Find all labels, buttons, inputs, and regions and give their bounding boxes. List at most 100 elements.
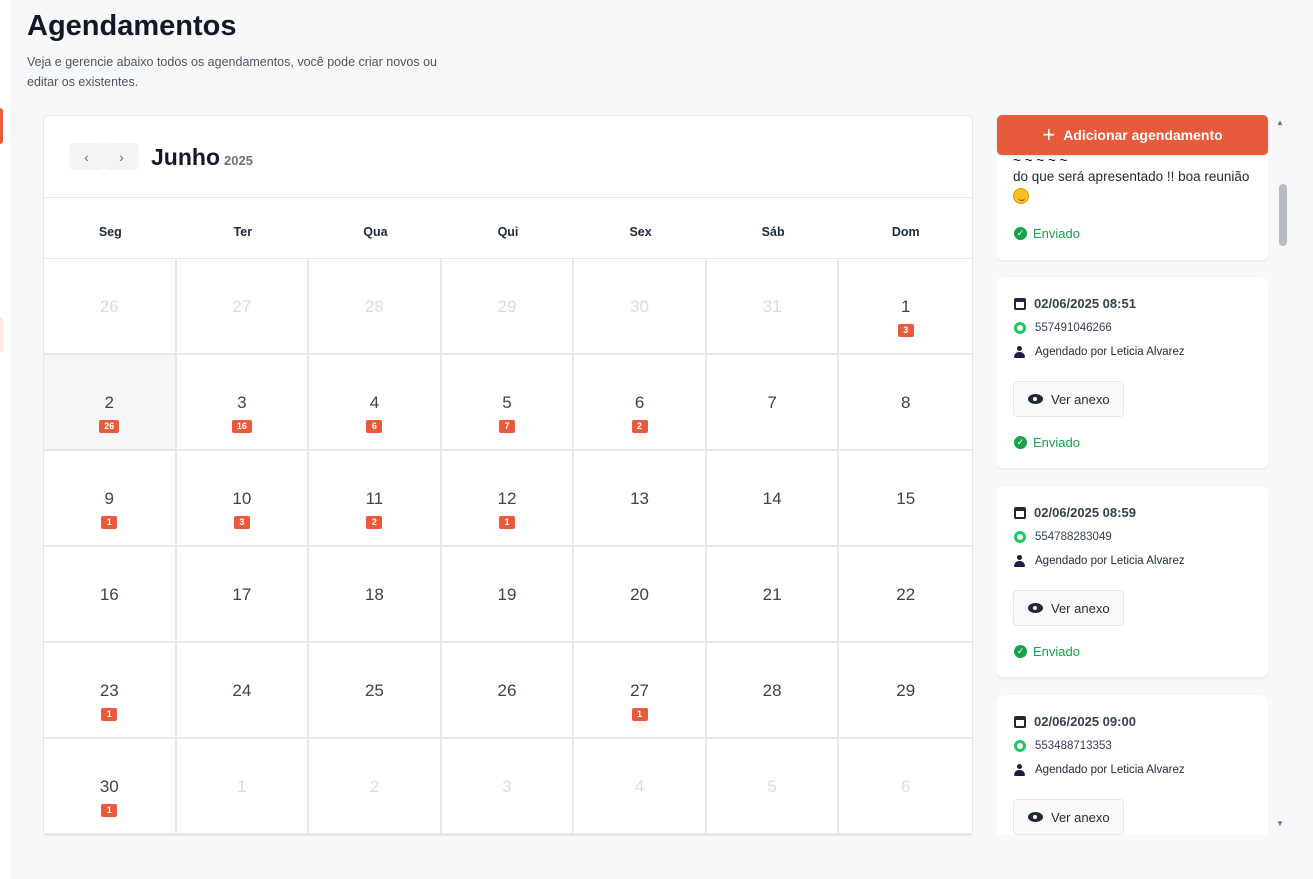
calendar-day-cell[interactable]: 25 xyxy=(309,643,442,739)
scroll-up-arrow-icon[interactable]: ▲ xyxy=(1276,118,1284,127)
appointment-count-badge: 3 xyxy=(233,516,250,529)
calendar-month-title: Junho 2025 xyxy=(151,144,253,171)
calendar-day-cell[interactable]: 29 xyxy=(441,259,575,355)
calendar-day-cell[interactable]: 5 xyxy=(706,739,840,835)
scroll-down-arrow-icon[interactable]: ▼ xyxy=(1276,819,1284,828)
calendar-day-cell[interactable]: 17 xyxy=(176,547,310,643)
next-month-button[interactable]: › xyxy=(104,143,139,170)
page-header: Agendamentos Veja e gerencie abaixo todo… xyxy=(27,8,467,92)
calendar-day-cell[interactable]: 12 1 xyxy=(441,451,575,547)
calendar-day-cell[interactable]: 26 xyxy=(441,643,575,739)
day-number: 10 xyxy=(232,489,252,508)
appointment-count-badge: 6 xyxy=(366,420,383,433)
calendar-day-cell[interactable]: 23 1 xyxy=(44,643,177,739)
view-attachment-button[interactable]: Ver anexo xyxy=(1013,381,1124,417)
calendar-day-cell[interactable]: 8 xyxy=(839,355,972,451)
calendar-day-cell[interactable]: 27 xyxy=(176,259,310,355)
day-number: 16 xyxy=(99,585,119,604)
scrollbar-thumb[interactable] xyxy=(1279,184,1287,246)
calendar-day-cell[interactable]: 27 1 xyxy=(574,643,707,739)
appointment-count-badge: 2 xyxy=(631,420,648,433)
calendar-day-cell[interactable]: 10 3 xyxy=(176,451,310,547)
day-number: 11 xyxy=(365,489,384,508)
view-attachment-button[interactable]: Ver anexo xyxy=(1013,590,1124,626)
calendar-day-cell[interactable]: 7 xyxy=(706,355,840,451)
calendar-day-cell[interactable]: 11 2 xyxy=(309,451,442,547)
calendar-day-cell[interactable]: 6 xyxy=(839,739,972,835)
calendar-day-cell[interactable]: 2 26 xyxy=(44,355,177,451)
calendar-icon xyxy=(1014,506,1026,519)
appointment-author: Agendado por Leticia Alvarez xyxy=(1014,764,1185,776)
day-number: 15 xyxy=(896,489,916,508)
calendar-day-cell[interactable]: 1 xyxy=(176,739,310,835)
add-appointment-button[interactable]: + Adicionar agendamento xyxy=(997,115,1268,155)
appointment-phone: 553488713353 xyxy=(1014,740,1112,752)
calendar-icon xyxy=(1014,715,1026,728)
calendar-day-cell[interactable]: 3 xyxy=(441,739,575,835)
calendar-day-cell[interactable]: 28 xyxy=(706,643,840,739)
scrollbar[interactable]: ▲ ▼ xyxy=(1276,115,1287,835)
calendar-day-cell[interactable]: 29 xyxy=(839,643,972,739)
appointment-message: ~ ~ ~ ~ ~ do que será apresentado !! boa… xyxy=(1013,155,1253,207)
day-number: 23 xyxy=(99,681,119,700)
calendar-day-cell[interactable]: 3 16 xyxy=(176,355,310,451)
calendar-day-cell[interactable]: 21 xyxy=(706,547,840,643)
appointment-count-badge: 1 xyxy=(498,516,515,529)
calendar-day-cell[interactable]: 28 xyxy=(309,259,442,355)
appointment-count-badge: 1 xyxy=(101,804,118,817)
calendar-day-cell[interactable]: 4 xyxy=(574,739,707,835)
plus-icon: + xyxy=(1042,122,1056,147)
calendar-day-cell[interactable]: 18 xyxy=(309,547,442,643)
appointment-count-badge: 7 xyxy=(498,420,515,433)
calendar-grid: 26 27 28 29 30 31 1 3 2 26 3 16 4 6 5 7 6 2 7 8 9 1 10 3 11 2 12 1 1… xyxy=(44,259,972,835)
phone-label: 553488713353 xyxy=(1035,740,1112,752)
day-number: 6 xyxy=(634,393,645,412)
weekday-label: Sex xyxy=(629,225,652,239)
appointment-card: 02/06/2025 09:00 553488713353 Agendado por… xyxy=(997,695,1268,835)
page-subtitle: Veja e gerencie abaixo todos os agendame… xyxy=(27,55,437,89)
day-number: 21 xyxy=(762,585,782,604)
weekday-label: Qui xyxy=(497,225,519,239)
calendar-day-cell[interactable]: 26 xyxy=(44,259,177,355)
prev-month-button[interactable]: ‹ xyxy=(69,143,104,170)
calendar-day-cell[interactable]: 30 1 xyxy=(44,739,177,835)
appointment-datetime: 02/06/2025 08:59 xyxy=(1014,505,1136,520)
day-number: 14 xyxy=(762,489,782,508)
calendar-day-cell[interactable]: 13 xyxy=(574,451,707,547)
calendar-day-cell[interactable]: 19 xyxy=(441,547,575,643)
view-attachment-label: Ver anexo xyxy=(1051,600,1110,616)
day-number: 13 xyxy=(630,489,650,508)
calendar-day-cell[interactable]: 15 xyxy=(839,451,972,547)
status-label: Enviado xyxy=(1033,226,1080,241)
calendar-day-cell[interactable]: 31 xyxy=(706,259,840,355)
calendar-day-cell[interactable]: 2 xyxy=(309,739,442,835)
phone-label: 554788283049 xyxy=(1035,531,1112,543)
calendar-day-cell[interactable]: 14 xyxy=(706,451,840,547)
calendar: ‹ › Junho 2025 Seg Ter Qua Qui Sex Sáb Dom 26 27… xyxy=(43,115,973,836)
view-attachment-button[interactable]: Ver anexo xyxy=(1013,799,1124,835)
calendar-day-cell[interactable]: 24 xyxy=(176,643,310,739)
day-number: 28 xyxy=(364,297,384,316)
check-circle-icon: ✓ xyxy=(1014,645,1027,658)
day-number: 26 xyxy=(497,681,517,700)
appointment-count-badge: 3 xyxy=(897,324,914,337)
status-badge: ✓ Enviado xyxy=(1014,226,1080,241)
check-circle-icon: ✓ xyxy=(1014,227,1027,240)
eye-icon xyxy=(1028,603,1043,613)
calendar-day-cell[interactable]: 22 xyxy=(839,547,972,643)
day-number: 22 xyxy=(896,585,916,604)
calendar-day-cell[interactable]: 20 xyxy=(574,547,707,643)
calendar-day-cell[interactable]: 30 xyxy=(574,259,707,355)
calendar-day-cell[interactable]: 16 xyxy=(44,547,177,643)
day-number: 1 xyxy=(237,777,247,796)
day-number: 30 xyxy=(99,777,119,796)
day-number: 2 xyxy=(369,777,380,796)
day-number: 9 xyxy=(104,489,115,508)
datetime-label: 02/06/2025 09:00 xyxy=(1034,714,1136,729)
appointment-author: Agendado por Leticia Alvarez xyxy=(1014,555,1185,567)
